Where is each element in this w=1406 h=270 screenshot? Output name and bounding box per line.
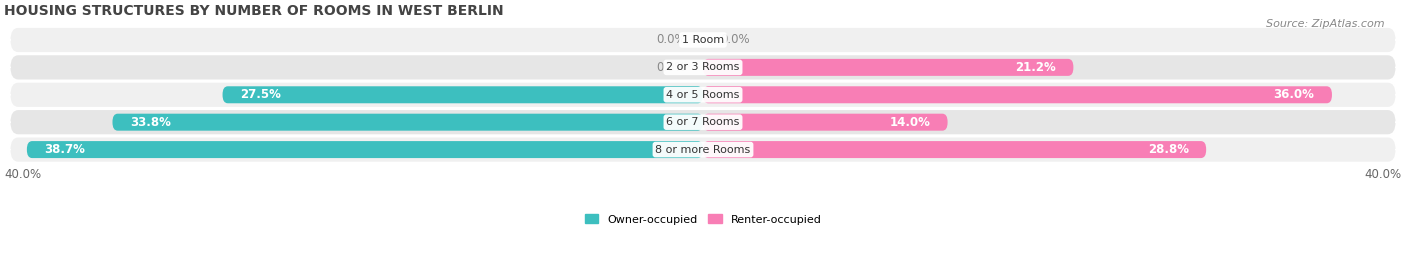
Text: 21.2%: 21.2% bbox=[1015, 61, 1056, 74]
FancyBboxPatch shape bbox=[703, 114, 948, 131]
Text: 38.7%: 38.7% bbox=[45, 143, 86, 156]
Text: Source: ZipAtlas.com: Source: ZipAtlas.com bbox=[1267, 19, 1385, 29]
FancyBboxPatch shape bbox=[222, 86, 703, 103]
FancyBboxPatch shape bbox=[27, 141, 703, 158]
FancyBboxPatch shape bbox=[703, 59, 1073, 76]
Text: 0.0%: 0.0% bbox=[657, 33, 686, 46]
Text: 36.0%: 36.0% bbox=[1274, 88, 1315, 101]
FancyBboxPatch shape bbox=[10, 27, 1396, 53]
Text: 4 or 5 Rooms: 4 or 5 Rooms bbox=[666, 90, 740, 100]
Text: 14.0%: 14.0% bbox=[889, 116, 931, 129]
Text: 33.8%: 33.8% bbox=[129, 116, 172, 129]
FancyBboxPatch shape bbox=[10, 136, 1396, 163]
Text: 1 Room: 1 Room bbox=[682, 35, 724, 45]
Text: 0.0%: 0.0% bbox=[720, 33, 749, 46]
FancyBboxPatch shape bbox=[10, 82, 1396, 108]
Text: 2 or 3 Rooms: 2 or 3 Rooms bbox=[666, 62, 740, 72]
FancyBboxPatch shape bbox=[703, 141, 1206, 158]
Text: 28.8%: 28.8% bbox=[1147, 143, 1188, 156]
Text: 0.0%: 0.0% bbox=[657, 61, 686, 74]
FancyBboxPatch shape bbox=[10, 54, 1396, 80]
Text: 40.0%: 40.0% bbox=[1365, 168, 1402, 181]
Text: 6 or 7 Rooms: 6 or 7 Rooms bbox=[666, 117, 740, 127]
FancyBboxPatch shape bbox=[10, 109, 1396, 135]
Text: 8 or more Rooms: 8 or more Rooms bbox=[655, 144, 751, 155]
Text: HOUSING STRUCTURES BY NUMBER OF ROOMS IN WEST BERLIN: HOUSING STRUCTURES BY NUMBER OF ROOMS IN… bbox=[4, 4, 503, 18]
Text: 27.5%: 27.5% bbox=[240, 88, 281, 101]
Legend: Owner-occupied, Renter-occupied: Owner-occupied, Renter-occupied bbox=[581, 210, 825, 229]
Text: 40.0%: 40.0% bbox=[4, 168, 41, 181]
FancyBboxPatch shape bbox=[703, 86, 1331, 103]
FancyBboxPatch shape bbox=[112, 114, 703, 131]
